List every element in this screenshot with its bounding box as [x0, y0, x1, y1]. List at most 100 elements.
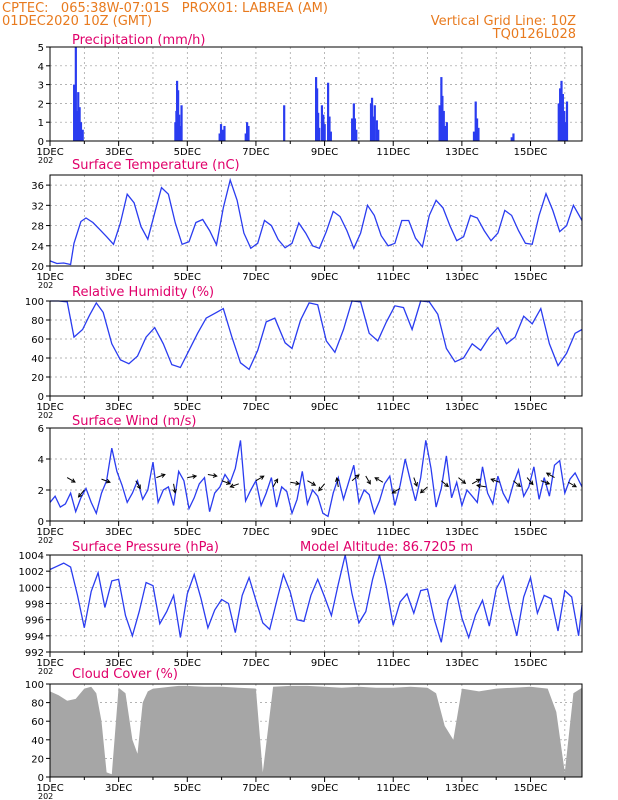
precip-bar: [373, 105, 376, 141]
precip-bar: [323, 124, 326, 141]
precip-xtick-label: 5DEC: [174, 147, 201, 158]
wind-arrow-head: [413, 482, 418, 488]
wind-arrow-head: [391, 489, 397, 494]
wind-arrow-shaft: [336, 477, 339, 487]
pres-ytick-label: 994: [25, 632, 44, 643]
cloud-ytick-label: 100: [25, 680, 44, 691]
temp-ytick-label: 32: [31, 201, 44, 212]
precip-bar: [283, 105, 286, 141]
precip-bar: [563, 110, 566, 141]
wind-arrow-head: [229, 483, 235, 488]
cloud-xtick-label: 5DEC: [174, 783, 201, 794]
precip-bar: [81, 129, 84, 141]
precip-bar: [77, 92, 80, 141]
cloud-ytick-label: 40: [31, 736, 44, 747]
wind-arrow-head: [545, 480, 551, 485]
wind-arrow-head: [572, 483, 577, 488]
rh-xtick-label: 11DEC: [376, 402, 410, 413]
header-date: 01DEC2020 10Z (GMT): [2, 14, 153, 29]
precip-xtick-label: 7DEC: [242, 147, 269, 158]
wind-arrow-head: [354, 474, 360, 479]
wind-xtick-label: 1DEC: [36, 527, 63, 538]
precip-bar: [565, 101, 569, 141]
temp-ytick-label: 36: [31, 181, 44, 192]
precip-bar: [219, 124, 223, 141]
wind-arrow-shaft: [135, 480, 141, 489]
precip-bar: [329, 131, 332, 141]
pres-xtick-label: 7DEC: [242, 658, 269, 669]
precip-bar: [328, 116, 331, 141]
temp-xtick-label: 5DEC: [174, 272, 201, 283]
wind-arrow-shaft: [365, 475, 371, 485]
wind-arrow-shaft: [568, 481, 577, 488]
precip-bar: [246, 122, 249, 141]
precip-ytick-label: 1: [38, 118, 44, 129]
temp-line: [49, 177, 583, 266]
precip-bar: [351, 118, 354, 141]
pres-annotation: Model Altitude: 86.7205 m: [300, 540, 473, 555]
temp-xtick-label: 15DEC: [514, 272, 548, 283]
wind-arrow-shaft: [374, 477, 384, 483]
pres-title: Surface Pressure (hPa): [72, 540, 219, 555]
wind-arrow-shaft: [272, 478, 279, 488]
temp-ytick-label: 28: [31, 222, 44, 233]
cloud-ytick-label: 80: [31, 699, 44, 710]
pres-ytick-label: 1000: [19, 583, 44, 594]
wind-arrow-head: [476, 483, 481, 489]
pres-ytick-label: 992: [25, 648, 44, 659]
pres-year-label: 202: [38, 667, 53, 676]
wind-arrow-shaft: [230, 483, 239, 488]
pres-xtick-label: 5DEC: [174, 658, 201, 669]
wind-arrow-head: [70, 478, 76, 483]
wind-arrow-head: [461, 479, 467, 485]
cloud-ytick-label: 20: [31, 754, 44, 765]
wind-arrow-head: [192, 474, 198, 479]
wind-arrow-shaft: [440, 480, 449, 487]
wind-xtick-label: 3DEC: [105, 527, 132, 538]
cloud-xtick-label: 11DEC: [376, 783, 410, 794]
precip-bar: [564, 122, 567, 141]
rh-xtick-label: 5DEC: [174, 402, 201, 413]
temp-xtick-label: 1DEC: [36, 272, 63, 283]
precip-bar: [79, 122, 83, 141]
pres-ytick-label: 996: [25, 616, 44, 627]
wind-arrow-head: [226, 480, 232, 485]
precip-bar: [561, 94, 564, 141]
precip-bar: [223, 125, 226, 141]
cloud-year-label: 202: [38, 792, 53, 800]
cloud-ytick-label: 0: [38, 773, 44, 784]
pres-line: [49, 554, 583, 643]
precip-bar: [438, 105, 441, 141]
wind-arrow-head: [136, 484, 141, 490]
temp-xtick-label: 13DEC: [445, 272, 479, 283]
precip-bar: [445, 122, 448, 141]
precip-bar: [370, 97, 374, 141]
rh-ytick-label: 0: [38, 392, 44, 403]
wind-ytick-label: 6: [38, 424, 44, 435]
wind-arrow-head: [334, 477, 340, 482]
precip-bar: [180, 105, 183, 141]
temp-frame: [49, 174, 583, 267]
precip-bar: [442, 110, 445, 141]
cloud-xtick-label: 7DEC: [242, 783, 269, 794]
cloud-ytick-label: 60: [31, 717, 44, 728]
precip-bar: [355, 129, 358, 141]
cloud-area: [50, 685, 582, 777]
precip-bar: [474, 101, 477, 141]
wind-arrow-shaft: [413, 477, 418, 487]
wind-arrow-head: [516, 482, 522, 488]
wind-arrow-shaft: [540, 480, 550, 485]
rh-xtick-label: 1DEC: [36, 402, 63, 413]
precip-bar: [557, 103, 560, 141]
precip-bar: [318, 127, 321, 141]
precip-xtick-label: 13DEC: [445, 147, 479, 158]
precip-bar: [247, 125, 250, 141]
precip-bar: [377, 129, 380, 141]
pres-xtick-label: 3DEC: [105, 658, 132, 669]
rh-xtick-label: 7DEC: [242, 402, 269, 413]
wind-arrow-shaft: [101, 478, 111, 483]
wind-arrow-shaft: [458, 477, 466, 484]
temp-ytick-label: 20: [31, 262, 44, 273]
precip-bar: [560, 80, 563, 141]
